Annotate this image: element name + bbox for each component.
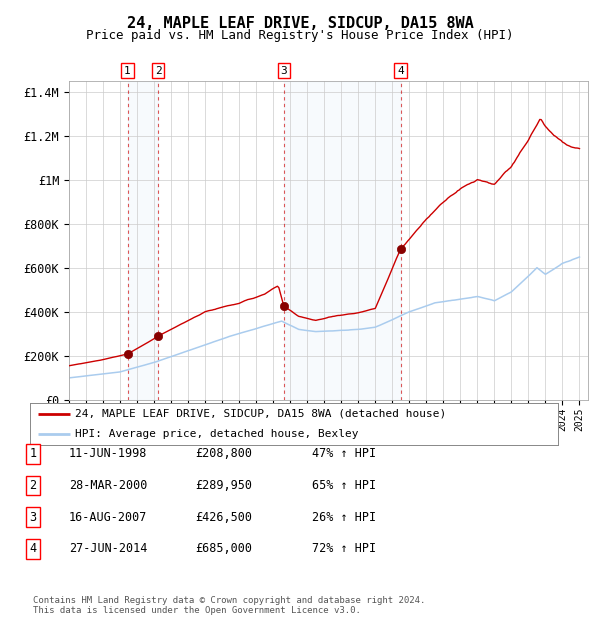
- Text: 3: 3: [29, 511, 37, 523]
- Text: 1: 1: [29, 448, 37, 460]
- Text: 27-JUN-2014: 27-JUN-2014: [69, 542, 148, 555]
- Text: £289,950: £289,950: [195, 479, 252, 492]
- Text: 4: 4: [29, 542, 37, 555]
- Text: 4: 4: [397, 66, 404, 76]
- Text: 28-MAR-2000: 28-MAR-2000: [69, 479, 148, 492]
- Text: 2: 2: [155, 66, 161, 76]
- Text: Price paid vs. HM Land Registry's House Price Index (HPI): Price paid vs. HM Land Registry's House …: [86, 29, 514, 42]
- Text: 24, MAPLE LEAF DRIVE, SIDCUP, DA15 8WA (detached house): 24, MAPLE LEAF DRIVE, SIDCUP, DA15 8WA (…: [75, 409, 446, 419]
- Text: £426,500: £426,500: [195, 511, 252, 523]
- Text: 72% ↑ HPI: 72% ↑ HPI: [312, 542, 376, 555]
- Text: £208,800: £208,800: [195, 448, 252, 460]
- Text: Contains HM Land Registry data © Crown copyright and database right 2024.
This d: Contains HM Land Registry data © Crown c…: [33, 596, 425, 615]
- Text: 47% ↑ HPI: 47% ↑ HPI: [312, 448, 376, 460]
- Text: 3: 3: [280, 66, 287, 76]
- Text: 2: 2: [29, 479, 37, 492]
- Text: HPI: Average price, detached house, Bexley: HPI: Average price, detached house, Bexl…: [75, 429, 358, 439]
- Text: 65% ↑ HPI: 65% ↑ HPI: [312, 479, 376, 492]
- Text: 16-AUG-2007: 16-AUG-2007: [69, 511, 148, 523]
- Bar: [128, 81, 158, 400]
- Text: 1: 1: [124, 66, 131, 76]
- Text: 24, MAPLE LEAF DRIVE, SIDCUP, DA15 8WA: 24, MAPLE LEAF DRIVE, SIDCUP, DA15 8WA: [127, 16, 473, 30]
- Text: £685,000: £685,000: [195, 542, 252, 555]
- Bar: [284, 81, 401, 400]
- Text: 11-JUN-1998: 11-JUN-1998: [69, 448, 148, 460]
- Text: 26% ↑ HPI: 26% ↑ HPI: [312, 511, 376, 523]
